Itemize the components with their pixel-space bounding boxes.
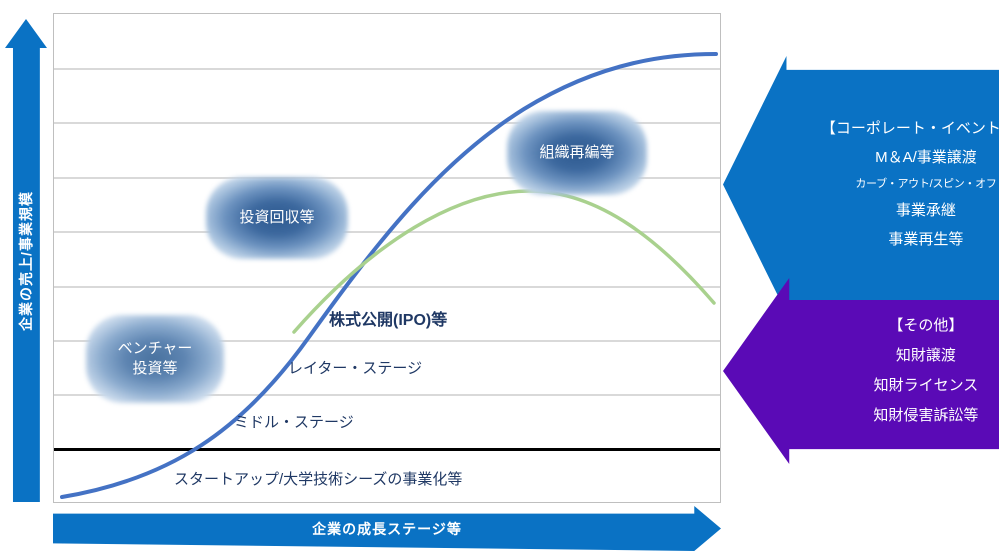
bubble-venture-line2: 投資等	[132, 360, 178, 377]
callout-corporate-item-revitalization: 事業再生等	[888, 231, 964, 249]
stage-label-startup: スタートアップ/大学技術シーズの事業化等	[174, 471, 463, 488]
stage-label-ipo: 株式公開(IPO)等	[329, 312, 448, 329]
gridline	[54, 286, 720, 288]
stage-label-later: レイター・ステージ	[288, 360, 423, 377]
y-axis-arrow: 企業の売上/事業規模	[5, 19, 47, 502]
callout-other-item-ip-license: 知財ライセンス	[873, 377, 979, 394]
y-axis-label: 企業の売上/事業規模	[18, 190, 35, 331]
callout-other-item-ip-transfer: 知財譲渡	[895, 347, 956, 364]
plot-area	[53, 13, 721, 503]
bubble-recovery-text: 投資回収等	[239, 208, 315, 226]
callout-other: 【その他】 知財譲渡 知財ライセンス 知財侵害訴訟等	[723, 278, 999, 464]
callout-corporate-item-succession: 事業承継	[895, 202, 956, 220]
x-axis-arrow: 企業の成長ステージ等	[53, 506, 721, 551]
bubble-investment-recovery: 投資回収等	[206, 177, 348, 259]
x-axis-label: 企業の成長ステージ等	[312, 520, 462, 537]
bubble-venture-investment: ベンチャー 投資等	[86, 315, 224, 403]
bubble-reorg-text: 組織再編等	[539, 143, 615, 161]
bubble-gradient	[86, 315, 224, 403]
callout-corporate-item-carveout: カーブ・アウト/スピン・オフ	[855, 177, 997, 190]
bubble-recovery-label: 投資回収等	[206, 177, 348, 259]
bubble-venture-line1: ベンチャー	[117, 339, 193, 357]
callout-corporate-events: 【コーポレート・イベント等】 M＆A/事業譲渡 カーブ・アウト/スピン・オフ 事…	[723, 56, 999, 313]
callout-corporate-title: 【コーポレート・イベント等】	[820, 119, 999, 137]
callout-other-item-ip-litigation: 知財侵害訴訟等	[873, 407, 979, 424]
callout-corporate-item-ma: M＆A/事業譲渡	[875, 148, 977, 166]
baseline-black-line	[54, 448, 720, 451]
bubble-gradient	[206, 177, 348, 259]
bubble-reorg-label: 組織再編等	[507, 111, 647, 195]
gridline	[54, 231, 720, 233]
bubble-gradient	[507, 111, 647, 195]
bubble-reorganization: 組織再編等	[507, 111, 647, 195]
gridline	[54, 68, 720, 70]
callout-other-title: 【その他】	[888, 317, 964, 334]
bubble-venture-label: ベンチャー 投資等	[86, 315, 224, 403]
stage-label-middle: ミドル・ステージ	[234, 414, 354, 431]
